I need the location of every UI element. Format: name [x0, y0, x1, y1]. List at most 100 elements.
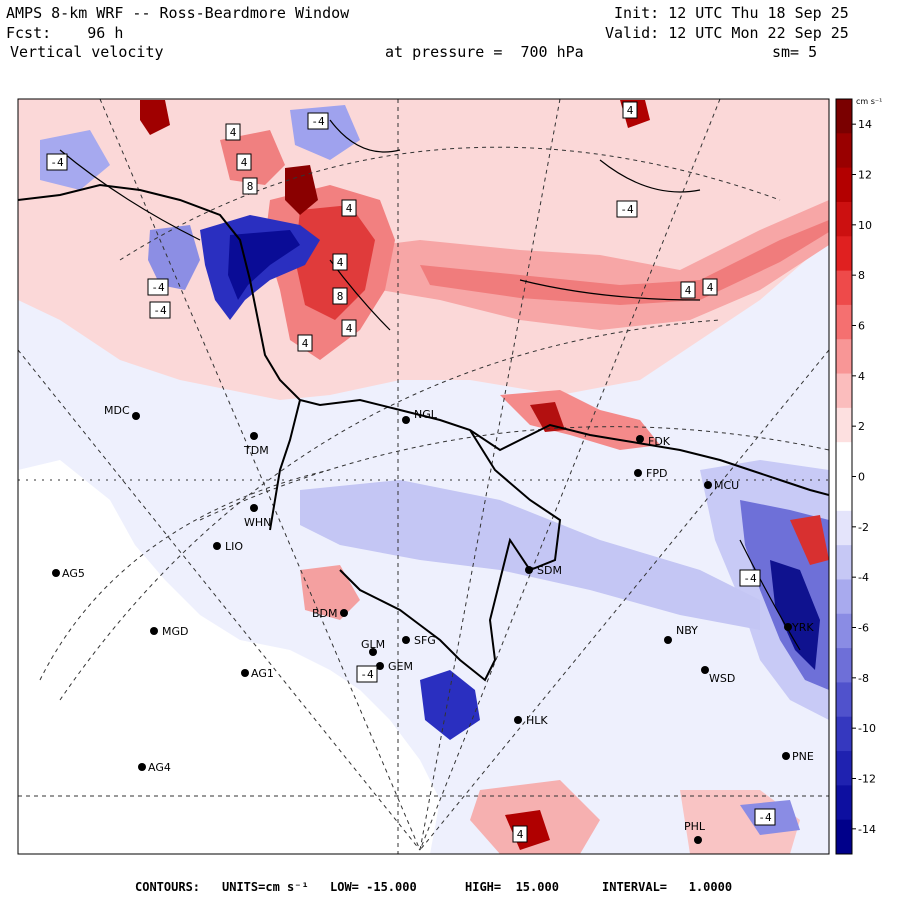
- coastline: [18, 183, 829, 682]
- station-label-wsd: WSD: [709, 672, 735, 685]
- station-label-mcu: MCU: [714, 479, 739, 492]
- colorbar-tick-label: -6: [858, 622, 869, 635]
- contour-label-box: [332, 253, 348, 271]
- valid-time: Valid: 12 UTC Mon 22 Sep 25: [605, 24, 849, 42]
- contour-label-text: -4: [50, 156, 64, 169]
- contour-label-box: [147, 278, 169, 296]
- positive-streak: [340, 200, 829, 330]
- contour-label-box: [149, 301, 171, 319]
- contour-label-box: [680, 281, 696, 299]
- station-marker-fdk: [636, 435, 644, 443]
- colorbar-swatch: [836, 545, 852, 580]
- station-label-bdm: BDM: [312, 607, 338, 620]
- contour-label-box: [307, 112, 329, 130]
- colorbar-swatch: [836, 407, 852, 443]
- map-frame: [17, 98, 830, 855]
- station-label-glm: GLM: [361, 638, 385, 651]
- station-marker-ag1: [241, 669, 249, 677]
- station-marker-mgd: [150, 627, 158, 635]
- station-label-hlk: HLK: [526, 714, 548, 727]
- colorbar-swatch: [836, 751, 852, 786]
- contour-label-box: [356, 665, 378, 683]
- station-label-mgd: MGD: [162, 625, 189, 638]
- contour-label-text: -4: [758, 811, 772, 824]
- contour-label-text: 4: [517, 828, 524, 841]
- colorbar-swatch: [836, 167, 852, 203]
- contour-label-text: 4: [230, 126, 237, 139]
- footer-low: LOW= -15.000: [330, 880, 417, 894]
- contour-label-box: [332, 287, 348, 305]
- positive-patch-bdm: [300, 565, 360, 620]
- contour-label-box: [622, 101, 638, 119]
- station-label-ag1: AG1: [251, 667, 274, 680]
- smoothing-value: sm= 5: [772, 43, 818, 61]
- contour-label-box: [754, 808, 776, 826]
- max-negative-core: [228, 230, 300, 300]
- station-marker-hlk: [514, 716, 522, 724]
- footer-high: HIGH= 15.000: [465, 880, 559, 894]
- contour-label-text: 8: [247, 180, 254, 193]
- contour-label-text: 4: [337, 256, 344, 269]
- station-marker-sfg: [402, 636, 410, 644]
- contour-label-box: [512, 825, 528, 843]
- positive-streak-core: [420, 220, 829, 305]
- contour-label-text: -4: [151, 281, 165, 294]
- contour-label-box: [225, 123, 241, 141]
- contour-label-text: 4: [241, 156, 248, 169]
- colorbar-swatch: [836, 99, 852, 134]
- colorbar-swatch: [836, 476, 852, 512]
- contour-label-text: -4: [620, 203, 634, 216]
- contour-label-text: 8: [337, 290, 344, 303]
- colorbar-swatch: [836, 304, 852, 340]
- colorbar-swatch: [836, 819, 852, 855]
- station-label-phl: PHL: [684, 820, 706, 833]
- colorbar-swatch: [836, 373, 852, 409]
- station-marker-ag5: [52, 569, 60, 577]
- station-marker-ag4: [138, 763, 146, 771]
- station-label-yrk: YRK: [791, 621, 814, 634]
- station-label-fdk: FDK: [648, 435, 671, 448]
- contour-label-text: 4: [685, 284, 692, 297]
- station-marker-pne: [782, 752, 790, 760]
- colorbar-tick-label: 14: [858, 118, 872, 131]
- velocity-field: [18, 99, 829, 854]
- colorbar-swatch: [836, 613, 852, 649]
- colorbar-tick-label: 0: [858, 471, 865, 484]
- colorbar-swatch: [836, 201, 852, 237]
- station-label-tdm: TDM: [243, 444, 269, 457]
- positive-patch: [220, 130, 285, 185]
- station-label-pne: PNE: [792, 750, 814, 763]
- colorbar-tick-label: 8: [858, 269, 865, 282]
- colorbar-tick-label: -4: [858, 571, 869, 584]
- colorbar-tick-label: -8: [858, 672, 869, 685]
- station-marker-lio: [213, 542, 221, 550]
- footer-contours: CONTOURS:: [135, 880, 201, 894]
- colorbar-tick-label: -2: [858, 521, 869, 534]
- station-label-sdm: SDM: [537, 564, 562, 577]
- contour-label-text: -4: [743, 572, 757, 585]
- station-marker-sdm: [525, 566, 533, 574]
- positive-core-north: [140, 100, 170, 135]
- colorbar-tick-label: 2: [858, 420, 865, 433]
- station-label-fpd: FPD: [646, 467, 667, 480]
- station-marker-bdm: [340, 609, 348, 617]
- colorbar-units: cm s⁻¹: [856, 97, 882, 106]
- contour-label-layer: 4 4 8 8 4 4 4 -4 -4 -4 4 4 -4 -4 -4 -4 4 4 4 -4: [46, 101, 776, 843]
- field-name: Vertical velocity: [10, 43, 164, 61]
- station-label-sfg: SFG: [414, 634, 436, 647]
- colorbar-swatch: [836, 510, 852, 546]
- station-marker-tdm: [250, 432, 258, 440]
- station-marker-wsd: [701, 666, 709, 674]
- contour-label-box: [46, 153, 68, 171]
- contour-label-text: -4: [311, 115, 325, 128]
- init-time: Init: 12 UTC Thu 18 Sep 25: [614, 4, 849, 22]
- colorbar-tick-label: 12: [858, 169, 872, 182]
- contour-label-box: [702, 278, 718, 296]
- station-marker-yrk: [784, 623, 792, 631]
- colorbar-swatch: [836, 133, 852, 169]
- station-label-nby: NBY: [676, 624, 698, 637]
- pressure-level: at pressure = 700 hPa: [385, 43, 584, 61]
- contour-label-text: 4: [346, 322, 353, 335]
